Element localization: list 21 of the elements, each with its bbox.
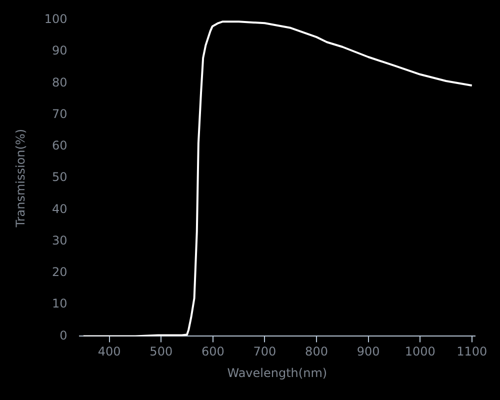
y-tick-label: 40 [52, 202, 68, 216]
y-tick-label: 60 [52, 138, 68, 153]
y-tick-label: 80 [52, 75, 68, 90]
y-axis-title: Transmission(%) [13, 128, 28, 228]
x-axis-title: Wavelength(nm) [227, 366, 328, 380]
y-tick-label: 30 [52, 233, 68, 248]
x-tick-label: 900 [356, 344, 380, 359]
y-tick-label: 90 [52, 44, 68, 58]
x-tick-label: 1000 [404, 344, 436, 359]
y-tick-label: 70 [52, 106, 68, 121]
y-tick-label: 50 [52, 170, 68, 184]
y-tick-label: 20 [52, 265, 68, 280]
x-tick-label: 500 [150, 344, 173, 359]
y-tick-label: 0 [60, 328, 68, 342]
x-tick-label: 600 [201, 344, 224, 359]
y-tick-label: 100 [44, 12, 68, 26]
y-tick-label: 10 [52, 296, 68, 311]
x-tick-label: 400 [98, 344, 121, 359]
x-tick-label: 700 [253, 344, 276, 359]
x-tick-label: 1100 [456, 344, 488, 359]
x-tick-label: 800 [305, 344, 328, 359]
